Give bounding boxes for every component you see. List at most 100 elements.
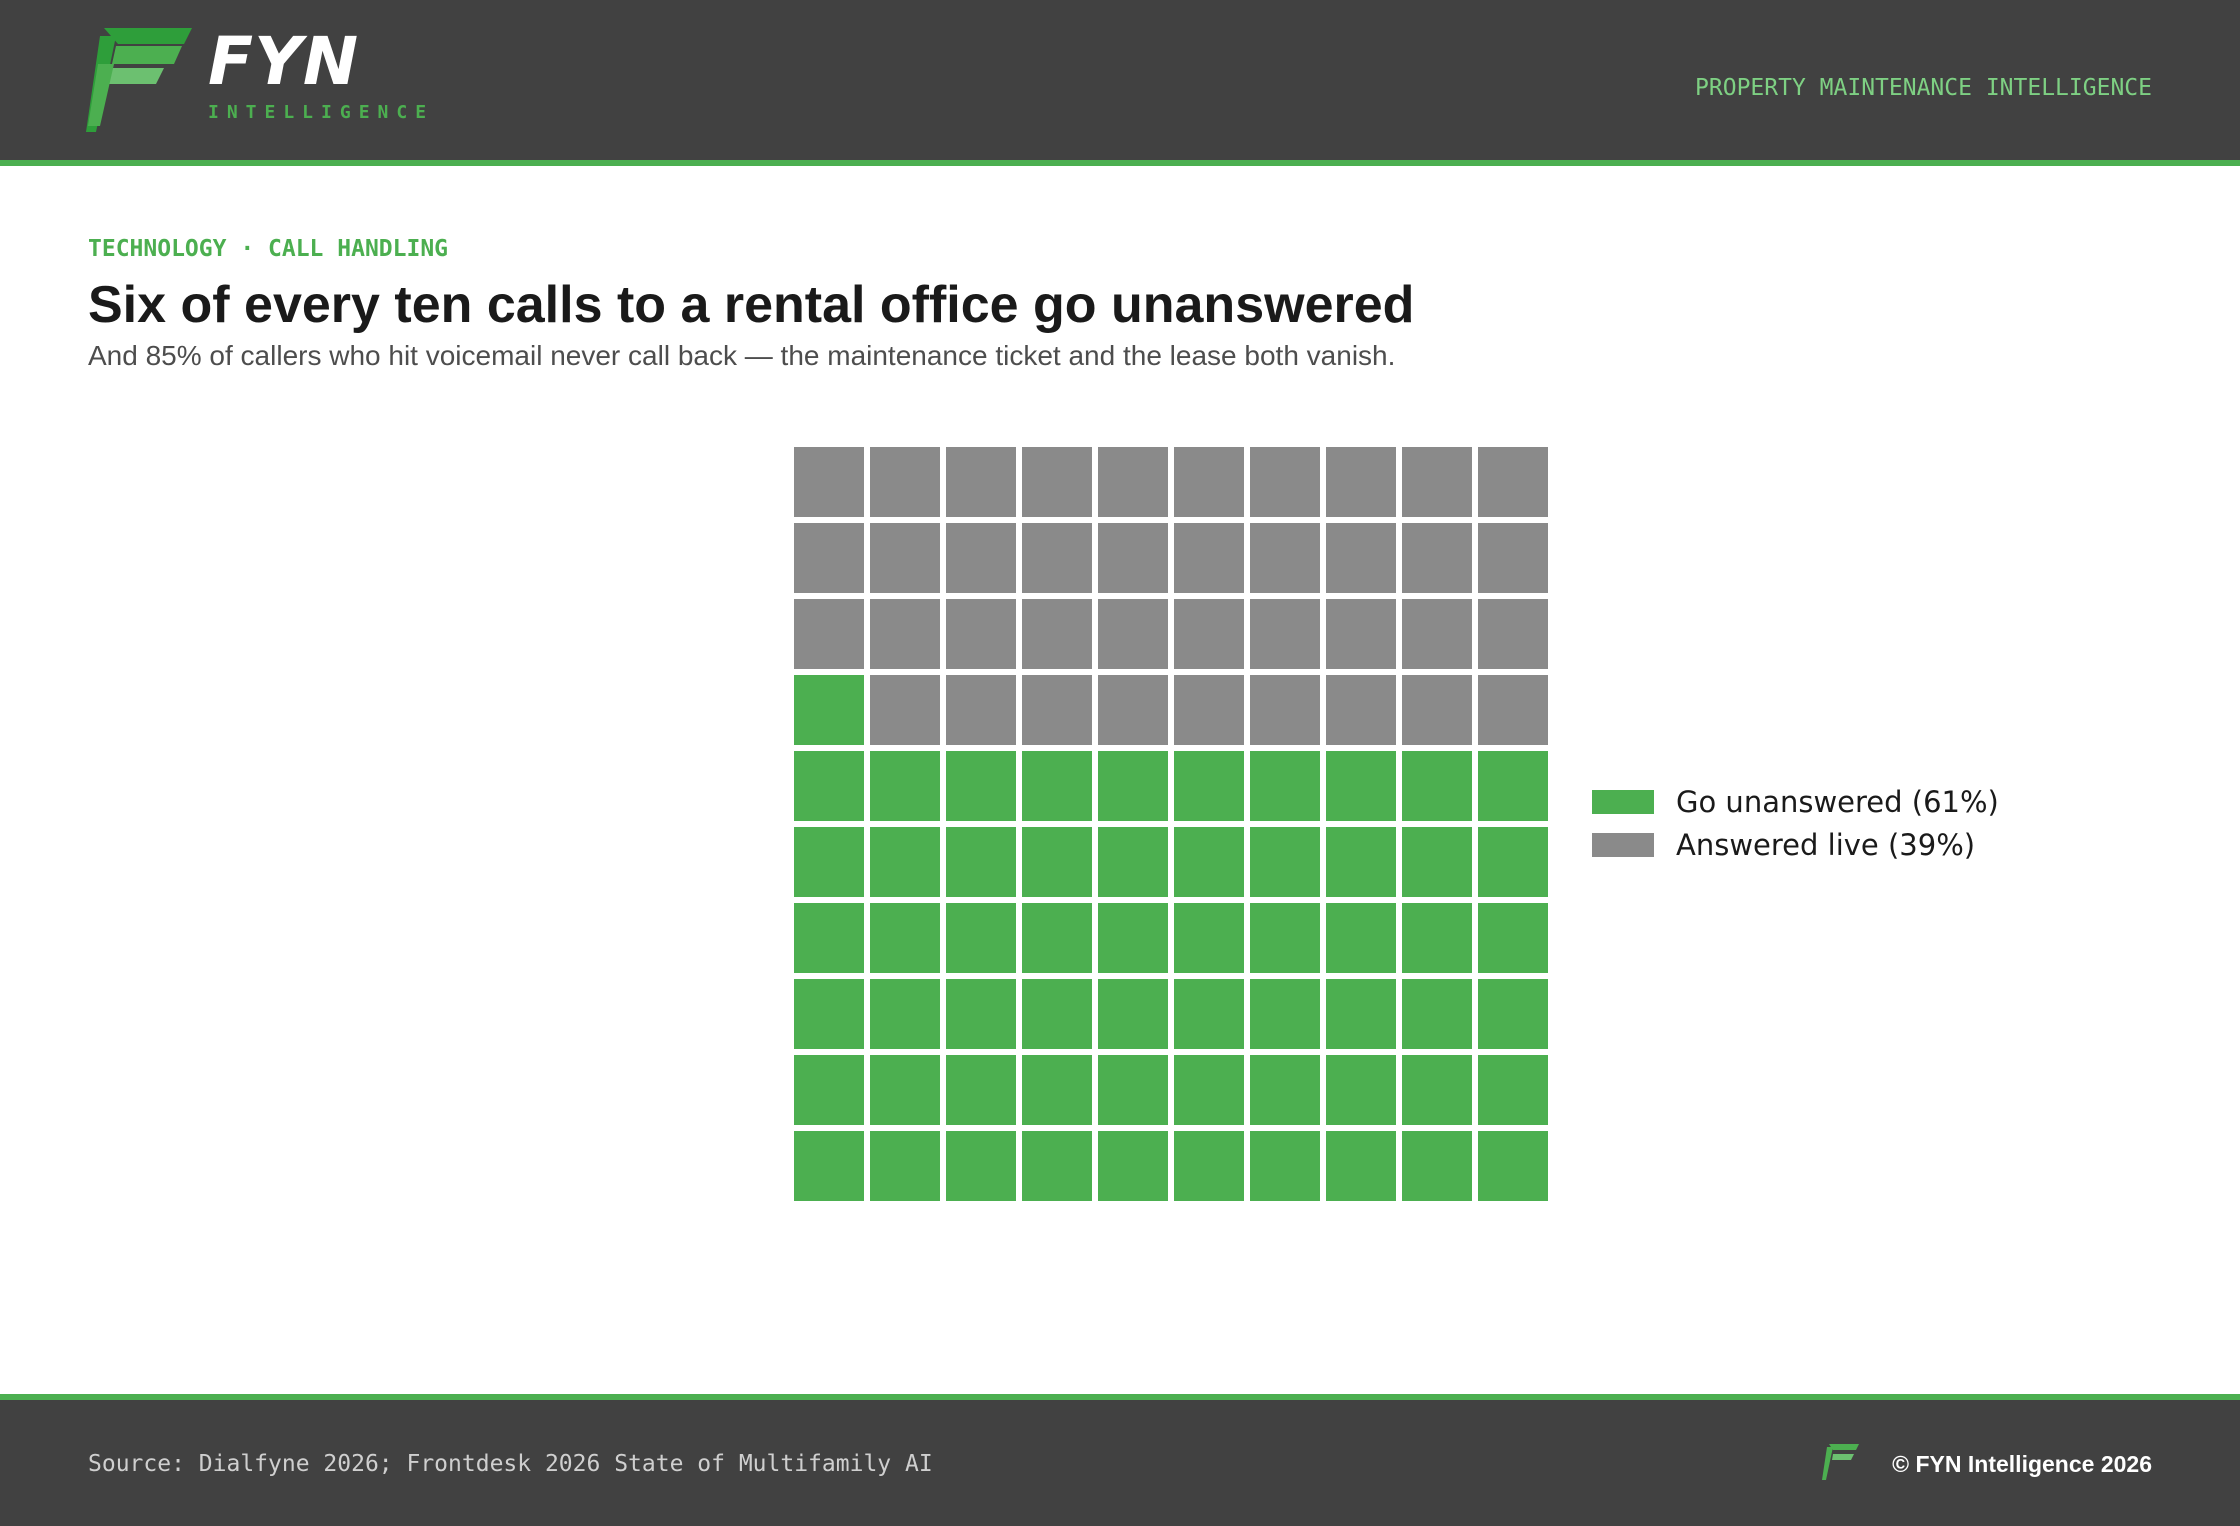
waffle-cell-unanswered: [1098, 1055, 1168, 1125]
waffle-cell-unanswered: [946, 903, 1016, 973]
waffle-cell-unanswered: [870, 903, 940, 973]
waffle-cell-answered: [1098, 447, 1168, 517]
waffle-cell-unanswered: [1478, 1055, 1548, 1125]
waffle-cell-unanswered: [946, 751, 1016, 821]
waffle-cell-unanswered: [870, 1055, 940, 1125]
waffle-cell-answered: [794, 523, 864, 593]
waffle-cell-answered: [1174, 675, 1244, 745]
fyn-logo-icon: [86, 28, 192, 132]
waffle-cell-answered: [1022, 523, 1092, 593]
waffle-cell-answered: [870, 523, 940, 593]
waffle-cell-unanswered: [1022, 751, 1092, 821]
waffle-cell-unanswered: [1098, 1131, 1168, 1201]
waffle-cell-unanswered: [1250, 827, 1320, 897]
waffle-cell-unanswered: [946, 827, 1016, 897]
waffle-cell-unanswered: [1326, 1131, 1396, 1201]
waffle-cell-answered: [1022, 447, 1092, 517]
waffle-cell-answered: [1174, 599, 1244, 669]
waffle-cell-unanswered: [1250, 979, 1320, 1049]
waffle-cell-unanswered: [794, 1131, 864, 1201]
source-note: Source: Dialfyne 2026; Frontdesk 2026 St…: [88, 1451, 933, 1477]
waffle-cell-unanswered: [1402, 903, 1472, 973]
waffle-cell-unanswered: [1250, 1055, 1320, 1125]
waffle-cell-answered: [794, 447, 864, 517]
waffle-cell-unanswered: [1478, 751, 1548, 821]
waffle-cell-answered: [1326, 447, 1396, 517]
waffle-cell-answered: [1250, 447, 1320, 517]
waffle-cell-answered: [870, 447, 940, 517]
waffle-cell-unanswered: [1402, 979, 1472, 1049]
chart-legend: Go unanswered (61%) Answered live (39%): [1592, 780, 1999, 866]
waffle-cell-unanswered: [1478, 1131, 1548, 1201]
waffle-cell-answered: [1402, 523, 1472, 593]
waffle-cell-answered: [1478, 675, 1548, 745]
waffle-cell-unanswered: [946, 1055, 1016, 1125]
waffle-cell-unanswered: [794, 1055, 864, 1125]
waffle-cell-unanswered: [1478, 979, 1548, 1049]
waffle-cell-unanswered: [946, 1131, 1016, 1201]
waffle-cell-unanswered: [1478, 827, 1548, 897]
waffle-cell-unanswered: [794, 751, 864, 821]
waffle-cell-answered: [1250, 675, 1320, 745]
waffle-cell-unanswered: [1022, 979, 1092, 1049]
waffle-cell-answered: [870, 599, 940, 669]
waffle-cell-unanswered: [1098, 979, 1168, 1049]
legend-label-answered: Answered live (39%): [1676, 827, 1976, 862]
waffle-cell-answered: [870, 675, 940, 745]
waffle-cell-unanswered: [1326, 751, 1396, 821]
waffle-cell-answered: [1250, 523, 1320, 593]
legend-swatch-answered: [1592, 832, 1654, 857]
waffle-cell-unanswered: [1022, 827, 1092, 897]
header-tagline: PROPERTY MAINTENANCE INTELLIGENCE: [1695, 75, 2152, 101]
waffle-cell-answered: [1402, 599, 1472, 669]
waffle-cell-answered: [1250, 599, 1320, 669]
waffle-cell-unanswered: [1402, 827, 1472, 897]
waffle-cell-unanswered: [870, 827, 940, 897]
waffle-cell-unanswered: [1174, 1131, 1244, 1201]
header-bar: FYN INTELLIGENCE PROPERTY MAINTENANCE IN…: [0, 0, 2240, 166]
waffle-cell-unanswered: [1098, 751, 1168, 821]
waffle-cell-answered: [1174, 447, 1244, 517]
waffle-cell-unanswered: [794, 827, 864, 897]
waffle-cell-answered: [1326, 523, 1396, 593]
waffle-cell-answered: [1326, 675, 1396, 745]
waffle-cell-unanswered: [794, 675, 864, 745]
waffle-cell-unanswered: [1402, 751, 1472, 821]
waffle-cell-answered: [1022, 599, 1092, 669]
waffle-cell-unanswered: [1098, 827, 1168, 897]
waffle-cell-unanswered: [1174, 827, 1244, 897]
brand-subtitle: INTELLIGENCE: [208, 102, 435, 123]
waffle-cell-answered: [946, 599, 1016, 669]
waffle-cell-answered: [1402, 675, 1472, 745]
waffle-cell-unanswered: [1174, 1055, 1244, 1125]
brand-name: FYN: [208, 23, 360, 100]
waffle-cell-unanswered: [1326, 827, 1396, 897]
waffle-cell-answered: [946, 447, 1016, 517]
waffle-cell-unanswered: [1022, 1055, 1092, 1125]
legend-item: Go unanswered (61%): [1592, 780, 1999, 823]
waffle-cell-answered: [946, 675, 1016, 745]
waffle-cell-answered: [1402, 447, 1472, 517]
waffle-cell-answered: [1098, 523, 1168, 593]
waffle-cell-unanswered: [870, 979, 940, 1049]
waffle-cell-answered: [1326, 599, 1396, 669]
waffle-cell-unanswered: [1326, 1055, 1396, 1125]
waffle-cell-unanswered: [1250, 903, 1320, 973]
chart-title: Six of every ten calls to a rental offic…: [88, 276, 1415, 334]
legend-swatch-unanswered: [1592, 789, 1654, 814]
waffle-cell-answered: [1478, 599, 1548, 669]
waffle-cell-unanswered: [1022, 903, 1092, 973]
section-kicker: TECHNOLOGY · CALL HANDLING: [88, 236, 449, 262]
waffle-cell-answered: [1098, 599, 1168, 669]
waffle-cell-unanswered: [794, 903, 864, 973]
waffle-cell-unanswered: [1326, 903, 1396, 973]
copyright: © FYN Intelligence 2026: [1892, 1451, 2152, 1477]
waffle-cell-unanswered: [870, 751, 940, 821]
waffle-cell-answered: [1022, 675, 1092, 745]
waffle-cell-unanswered: [794, 979, 864, 1049]
waffle-cell-answered: [1478, 447, 1548, 517]
waffle-cell-answered: [1478, 523, 1548, 593]
waffle-cell-unanswered: [1402, 1055, 1472, 1125]
waffle-cell-unanswered: [1022, 1131, 1092, 1201]
chart-subtitle: And 85% of callers who hit voicemail nev…: [88, 340, 1396, 371]
